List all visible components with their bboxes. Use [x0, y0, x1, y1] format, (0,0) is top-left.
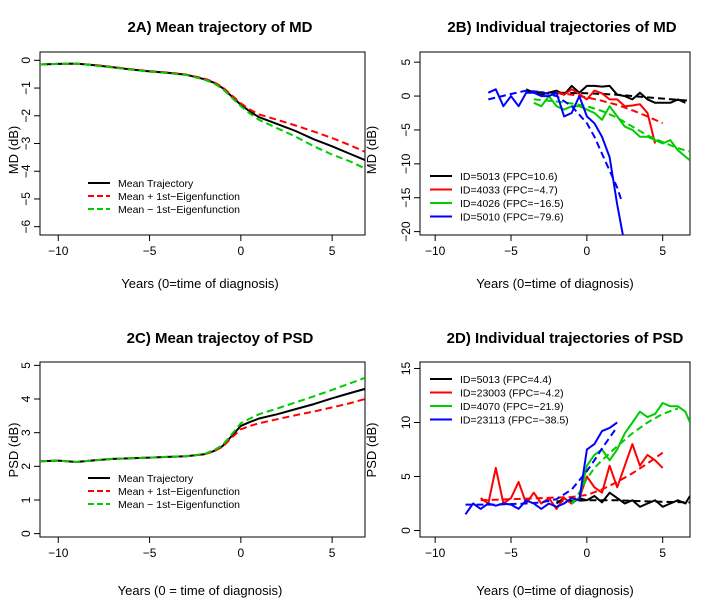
panel-2a-series-line-1	[40, 62, 365, 153]
panel-2a-x-tick-label: 0	[237, 244, 244, 258]
panel-2a-y-tick-label: −3	[19, 136, 33, 150]
panel-2b-ylabel: MD (dB)	[364, 126, 379, 174]
panel-2b-y-tick-label: −10	[399, 153, 413, 174]
panel-2c-y-tick-label: 0	[19, 530, 33, 537]
panel-2a-y-tick-label: −5	[19, 192, 33, 206]
panel-2b-series-line-4	[533, 95, 690, 162]
panel-2b-series-group	[487, 84, 690, 235]
panel-2c-y-tick-label: 4	[19, 395, 33, 402]
panel-2a-series-group	[40, 62, 365, 170]
panel-2d-frame	[419, 361, 691, 538]
panel-2a: 2A) Mean trajectory of MD Years (0=time …	[6, 19, 366, 291]
panel-2b: 2B) Individual trajectories of MD Years …	[364, 19, 691, 291]
panel-2a-y-tick-label: −2	[19, 109, 33, 123]
panel-2d-legend-label-6: ID=23113 (FPC=−38.5)	[460, 415, 569, 427]
panel-2d-xlabel: Years (0=time of diagnosis)	[476, 583, 633, 598]
panel-2d-legend-label-2: ID=23003 (FPC=−4.2)	[460, 388, 564, 400]
panel-2b-legend-label-0: ID=5013 (FPC=10.6)	[460, 171, 557, 183]
panel-2c-x-tick-label: 0	[237, 546, 244, 560]
panel-2b-legend-label-2: ID=4033 (FPC=−4.7)	[460, 185, 558, 197]
panel-2d-legend-label-4: ID=4070 (FPC=−21.9)	[460, 401, 564, 413]
panel-2a-series-line-2	[40, 62, 365, 170]
panel-2c-title: 2C) Mean trajectoy of PSD	[127, 330, 314, 347]
panel-2b-x-tick-label: 5	[659, 244, 666, 258]
panel-2b-y-tick-label: −20	[399, 221, 413, 242]
panel-2c-x-tick-label: −10	[48, 546, 69, 560]
panel-2d-y-tick-label: 15	[399, 361, 413, 375]
panel-2d-series-line-3	[480, 451, 664, 502]
panel-2b-legend-label-4: ID=4026 (FPC=−16.5)	[460, 198, 564, 210]
panel-2a-y-tick-label: 0	[19, 57, 33, 64]
panel-2b-series-line-1	[526, 91, 690, 102]
panel-2b-series-line-7	[488, 89, 623, 202]
panel-2a-legend-label-1: Mean + 1st−Eigenfunction	[118, 191, 240, 203]
panel-2b-x-tick-label: 0	[584, 244, 591, 258]
panel-2b-frame	[419, 51, 691, 236]
panel-2b-xlabel: Years (0=time of diagnosis)	[476, 276, 633, 291]
panel-2c-legend-label-1: Mean + 1st−Eigenfunction	[118, 486, 240, 498]
panel-2c-legend-label-0: Mean Trajectory	[118, 473, 194, 485]
panel-2d-series-line-1	[556, 499, 690, 504]
panel-2c-xlabel: Years (0 = time of diagnosis)	[118, 583, 283, 598]
panel-2b-title: 2B) Individual trajectories of MD	[447, 19, 676, 36]
panel-2b-series-line-3	[556, 91, 664, 125]
panel-2c-series-group	[40, 376, 365, 463]
panel-2d: 2D) Individual trajectories of PSD Years…	[364, 330, 691, 598]
panel-2a-y-tick-label: −1	[19, 81, 33, 95]
panel-2c-ylabel: PSD (dB)	[6, 423, 21, 478]
panel-2a-x-tick-label: −5	[143, 244, 157, 258]
panel-2b-series-line-2	[556, 88, 657, 144]
panel-2b-series-line-6	[487, 88, 624, 235]
panel-2b-y-tick-label: 0	[399, 92, 413, 99]
panel-2a-series-line-0	[40, 62, 365, 162]
panel-2a-legend-label-2: Mean − 1st−Eigenfunction	[118, 204, 240, 216]
panel-2d-y-tick-label: 0	[399, 527, 413, 534]
panel-2d-x-tick-label: 0	[584, 546, 591, 560]
panel-2c-y-tick-label: 3	[19, 429, 33, 436]
panel-2b-y-tick-label: −5	[399, 123, 413, 137]
panel-2d-x-tick-label: −10	[425, 546, 446, 560]
panel-2d-ylabel: PSD (dB)	[364, 423, 379, 478]
panel-2c-series-line-0	[40, 387, 365, 463]
panel-2c: 2C) Mean trajectoy of PSD Years (0 = tim…	[6, 330, 366, 598]
panel-2a-y-tick-label: −4	[19, 164, 33, 178]
panel-2c-y-tick-label: 2	[19, 463, 33, 470]
panel-2b-y-tick-label: 5	[399, 59, 413, 66]
panel-2c-y-tick-label: 1	[19, 496, 33, 503]
panel-2c-series-line-2	[40, 376, 365, 463]
panel-2c-frame	[39, 361, 366, 538]
panel-2c-y-tick-label: 5	[19, 362, 33, 369]
panel-2a-x-tick-label: 5	[329, 244, 336, 258]
panel-2d-legend-label-0: ID=5013 (FPC=4.4)	[460, 374, 552, 386]
panel-2a-y-tick-label: −6	[19, 220, 33, 234]
panel-2a-xlabel: Years (0=time of diagnosis)	[121, 276, 278, 291]
panel-2c-series-line-1	[40, 398, 365, 463]
panel-2d-y-tick-label: 5	[399, 473, 413, 480]
panel-2d-series-line-7	[465, 426, 619, 506]
panel-2d-series-group	[464, 402, 690, 515]
panel-2b-x-tick-label: −5	[504, 244, 518, 258]
panel-2b-legend-label-6: ID=5010 (FPC=−79.6)	[460, 212, 564, 224]
panel-2d-title: 2D) Individual trajectories of PSD	[447, 330, 684, 347]
panel-2d-y-tick-label: 10	[399, 415, 413, 429]
panel-2a-legend-label-0: Mean Trajectory	[118, 178, 194, 190]
panel-2d-x-tick-label: 5	[659, 546, 666, 560]
panel-2d-series-line-5	[570, 407, 679, 505]
panel-2c-x-tick-label: 5	[329, 546, 336, 560]
panel-2c-x-tick-label: −5	[143, 546, 157, 560]
panel-2d-x-tick-label: −5	[504, 546, 518, 560]
panel-2a-x-tick-label: −10	[48, 244, 69, 258]
panel-2b-x-tick-label: −10	[425, 244, 446, 258]
panel-2b-y-tick-label: −15	[399, 187, 413, 208]
panel-2c-legend-label-2: Mean − 1st−Eigenfunction	[118, 499, 240, 511]
panel-2d-series-line-4	[571, 402, 690, 505]
panel-2a-ylabel: MD (dB)	[6, 126, 21, 174]
panel-2a-title: 2A) Mean trajectory of MD	[127, 19, 312, 36]
